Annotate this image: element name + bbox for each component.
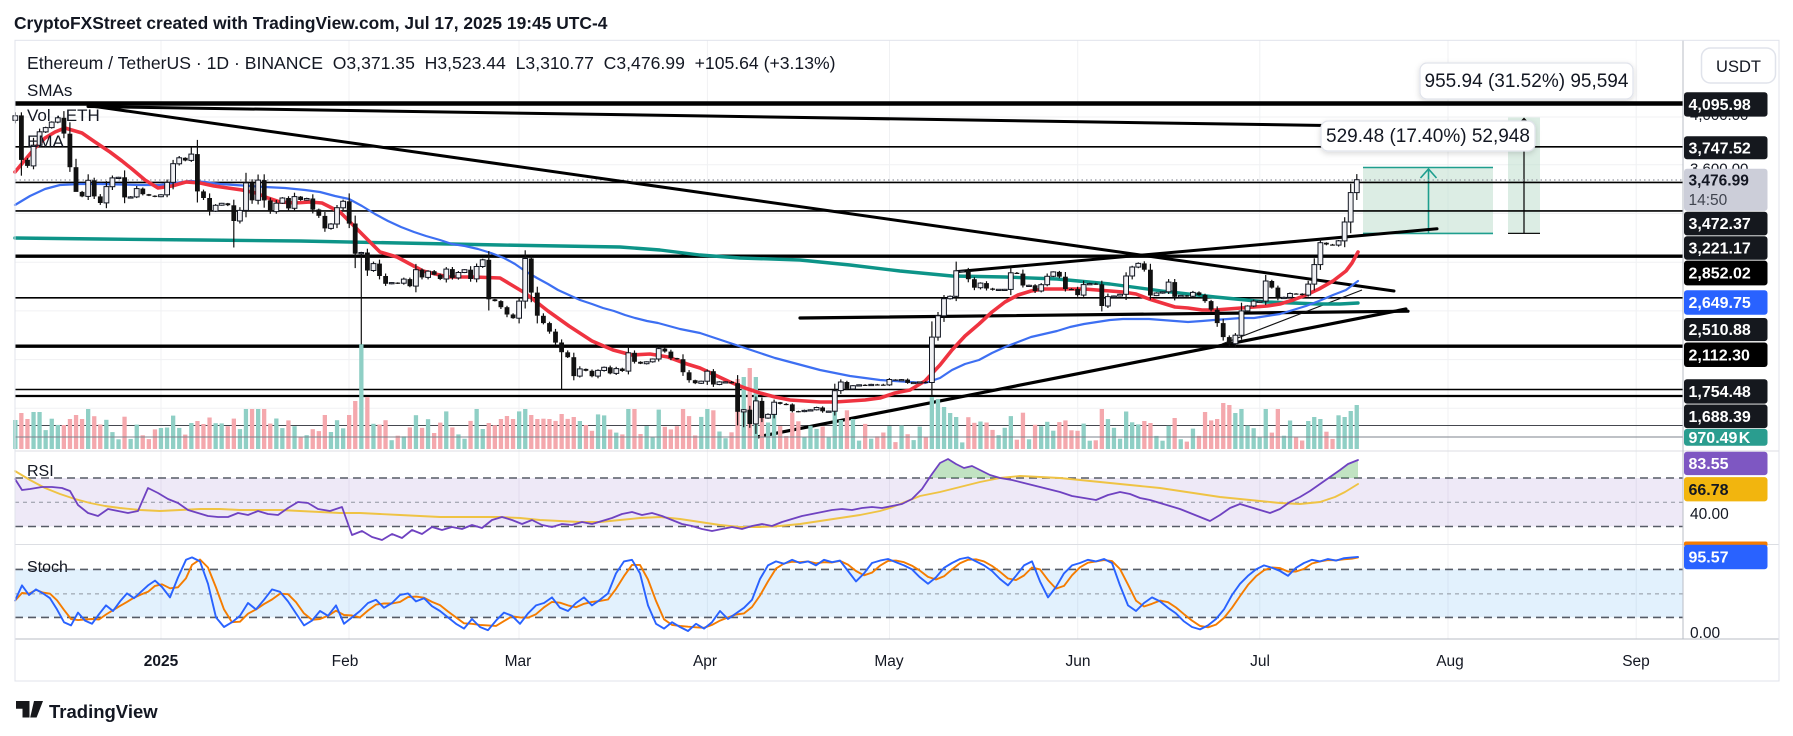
svg-text:May: May	[874, 653, 904, 670]
svg-text:Jun: Jun	[1066, 653, 1091, 670]
svg-text:Jul: Jul	[1250, 653, 1270, 670]
svg-text:2,649.75: 2,649.75	[1689, 295, 1751, 312]
svg-text:14:50: 14:50	[1689, 192, 1728, 209]
svg-text:1,688.39: 1,688.39	[1689, 409, 1751, 426]
svg-text:Sep: Sep	[1622, 653, 1650, 670]
svg-text:USDT: USDT	[1716, 58, 1761, 76]
svg-text:4,095.98: 4,095.98	[1689, 97, 1751, 114]
svg-text:2,112.30: 2,112.30	[1689, 347, 1751, 364]
svg-text:Stoch: Stoch	[27, 559, 68, 576]
svg-text:Aug: Aug	[1436, 653, 1464, 670]
svg-text:Ethereum / TetherUS · 1D · BIN: Ethereum / TetherUS · 1D · BINANCE O3,37…	[27, 53, 836, 73]
svg-text:1,754.48: 1,754.48	[1689, 384, 1751, 401]
svg-text:2,510.88: 2,510.88	[1689, 322, 1751, 339]
svg-text:3,747.52: 3,747.52	[1689, 140, 1751, 157]
svg-text:EMA: EMA	[27, 132, 65, 151]
svg-text:Vol · ETH: Vol · ETH	[27, 106, 100, 125]
svg-text:3,472.37: 3,472.37	[1689, 216, 1751, 233]
svg-text:SMAs: SMAs	[27, 81, 72, 100]
svg-text:Mar: Mar	[505, 653, 532, 670]
svg-text:3,221.17: 3,221.17	[1689, 241, 1751, 258]
svg-text:955.94 (31.52%) 95,594: 955.94 (31.52%) 95,594	[1425, 71, 1629, 92]
svg-text:40.00: 40.00	[1690, 506, 1729, 523]
svg-text:3,476.99: 3,476.99	[1689, 172, 1750, 189]
svg-text:Feb: Feb	[332, 653, 359, 670]
svg-text:83.55: 83.55	[1689, 456, 1729, 473]
svg-text:Apr: Apr	[693, 653, 717, 670]
svg-text:CryptoFXStreet created with Tr: CryptoFXStreet created with TradingView.…	[14, 13, 608, 33]
svg-text:970.49 K: 970.49 K	[1689, 430, 1751, 447]
svg-text:2,852.02: 2,852.02	[1689, 266, 1751, 283]
svg-text:66.78: 66.78	[1689, 482, 1729, 499]
svg-text:2025: 2025	[144, 653, 179, 670]
svg-text:RSI: RSI	[27, 463, 54, 480]
svg-text:0.00: 0.00	[1690, 625, 1721, 642]
svg-text:95.57: 95.57	[1689, 550, 1729, 567]
svg-text:TradingView: TradingView	[49, 701, 158, 722]
svg-text:529.48 (17.40%) 52,948: 529.48 (17.40%) 52,948	[1326, 126, 1530, 147]
